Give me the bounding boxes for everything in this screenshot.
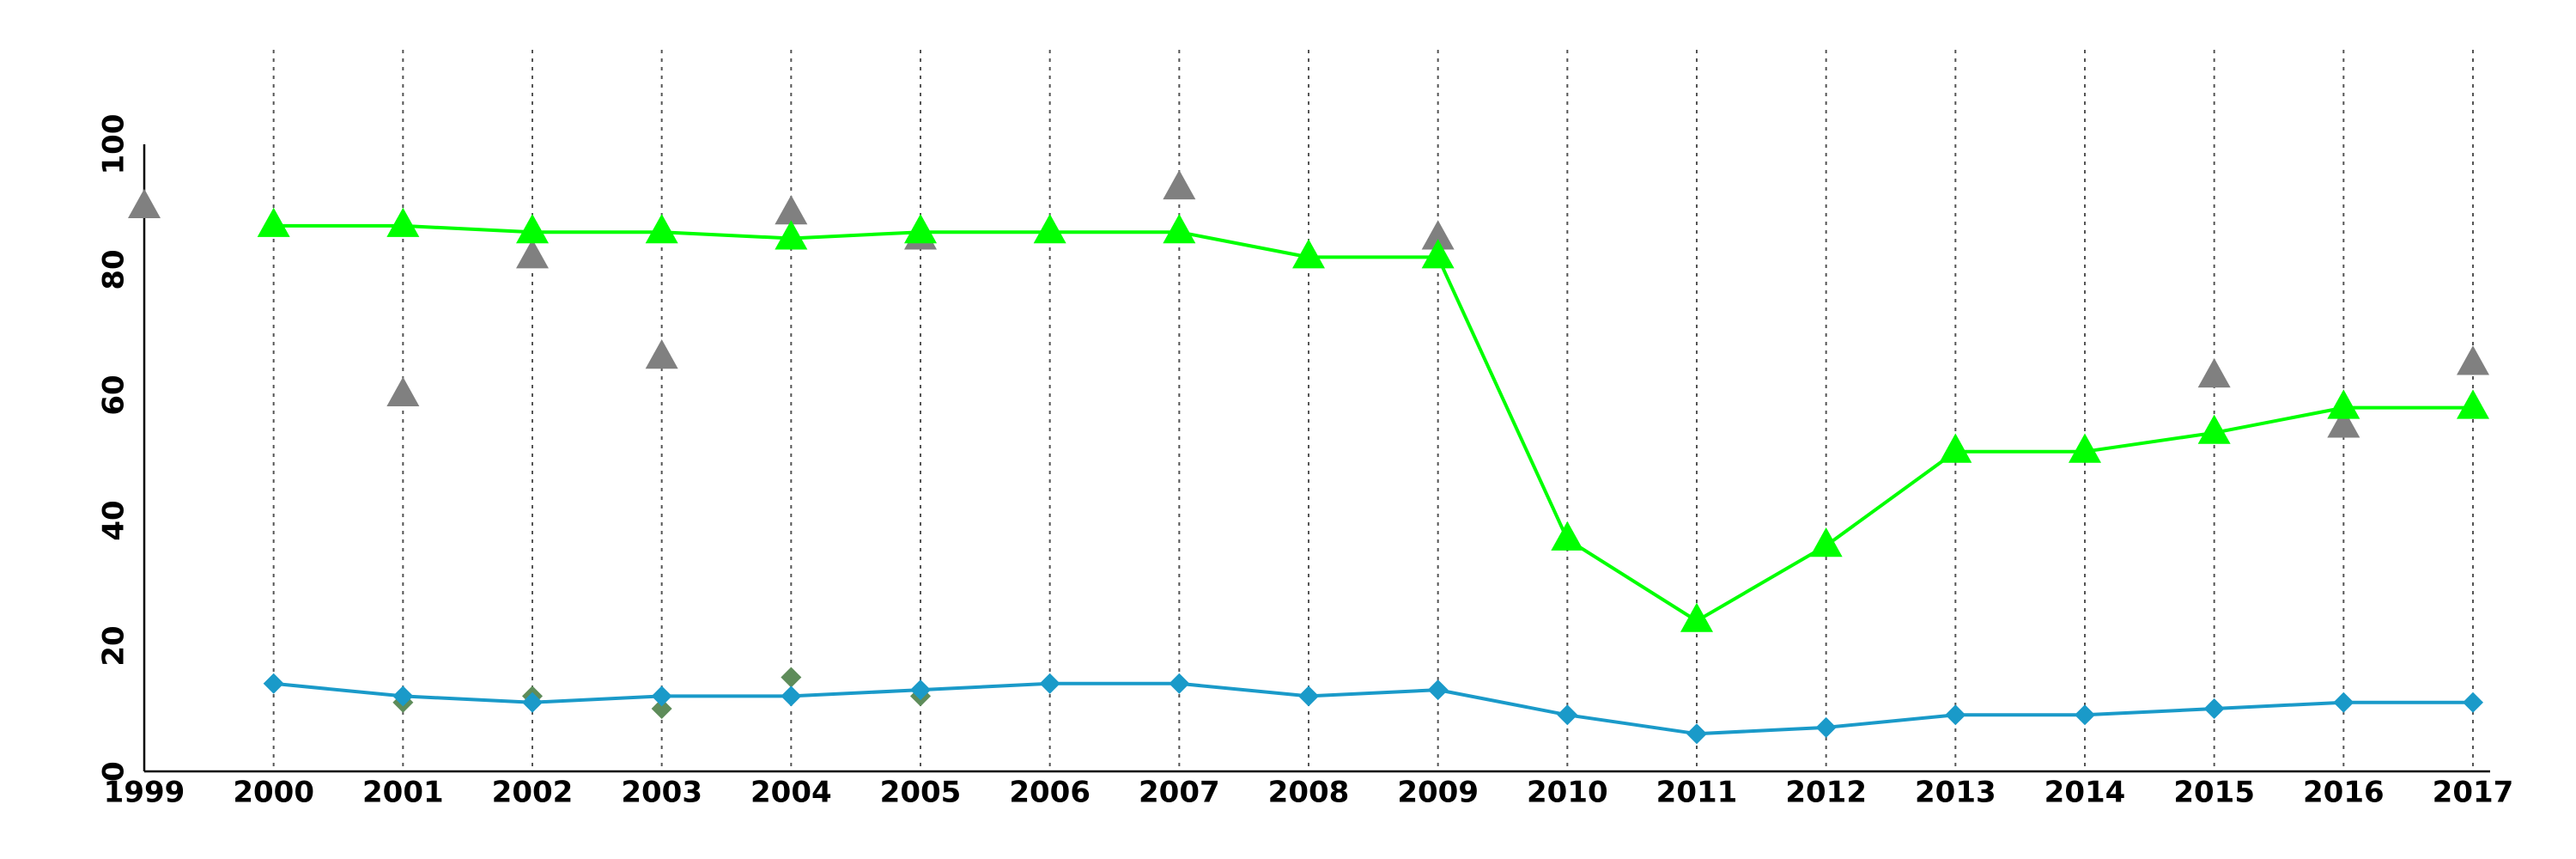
tick-labels: 1999 2000 2001 2002 2003 2004 2005 2006 2007 2008…	[97, 114, 2514, 810]
data-point	[2069, 433, 2101, 463]
scatter-point	[2327, 408, 2360, 438]
x-tick-label: 2017	[2433, 776, 2514, 810]
data-point	[1815, 716, 1837, 738]
y-tick-label: 20	[97, 625, 131, 666]
scatter-point	[516, 239, 549, 269]
data-point	[522, 691, 543, 713]
data-point	[2463, 691, 2483, 713]
data-point	[775, 220, 808, 250]
data-point	[781, 685, 802, 707]
data-point	[1557, 704, 1578, 726]
data-point	[1292, 239, 1325, 269]
x-tick-label: 2008	[1268, 776, 1350, 810]
series-markers	[257, 207, 2489, 745]
data-point	[904, 213, 937, 244]
vertical-gridlines	[272, 50, 2474, 771]
data-point	[1686, 723, 1707, 745]
x-tick-label: 2001	[362, 776, 444, 810]
data-point	[1421, 239, 1455, 269]
data-point	[1169, 673, 1190, 694]
x-tick-label: 2007	[1139, 776, 1220, 810]
x-tick-label: 2015	[2173, 776, 2255, 810]
series-line	[273, 223, 2473, 623]
scatter-point	[386, 376, 420, 406]
data-point	[2075, 704, 2095, 726]
data-point	[645, 213, 678, 244]
y-tick-label: 0	[97, 761, 131, 782]
data-point	[2203, 698, 2225, 719]
scatter-point	[775, 195, 808, 225]
series-line	[273, 681, 2473, 736]
data-point	[651, 685, 672, 707]
data-point	[392, 685, 414, 707]
scatter-point	[2197, 357, 2231, 388]
y-tick-label: 60	[97, 375, 131, 415]
data-point	[1163, 213, 1196, 244]
scatter-point	[645, 338, 678, 369]
y-tick-label: 80	[97, 249, 131, 289]
x-tick-label: 2004	[750, 776, 832, 810]
x-tick-label: 2010	[1527, 776, 1608, 810]
data-point	[1809, 527, 1843, 557]
scatter-point	[1163, 169, 1196, 200]
x-tick-label: 2000	[233, 776, 314, 810]
data-point	[1939, 433, 1972, 463]
scatter-point	[2457, 345, 2489, 375]
data-point	[1427, 679, 1449, 701]
data-point	[1945, 704, 1966, 726]
scatter-point	[1421, 220, 1455, 250]
data-point	[1298, 685, 1319, 707]
scatter-point	[651, 698, 672, 719]
x-tick-label: 2006	[1009, 776, 1091, 810]
data-point	[2327, 389, 2360, 419]
y-tick-label: 40	[97, 500, 131, 540]
x-tick-label: 2014	[2044, 776, 2126, 810]
data-point	[2457, 389, 2489, 419]
x-tick-label: 2002	[492, 776, 574, 810]
x-tick-label: 2009	[1397, 776, 1479, 810]
data-point	[1033, 213, 1066, 244]
series-lines	[273, 223, 2473, 736]
data-point	[257, 207, 290, 237]
axes	[143, 144, 2490, 773]
x-tick-label: 1999	[104, 776, 185, 810]
data-point	[1680, 602, 1713, 632]
data-point	[910, 679, 931, 701]
data-point	[2333, 691, 2354, 713]
scatter-point	[128, 188, 161, 218]
scatter-point	[781, 667, 802, 688]
x-tick-label: 2011	[1656, 776, 1738, 810]
y-tick-label: 100	[97, 114, 131, 175]
data-point	[386, 207, 420, 237]
data-point	[516, 213, 549, 244]
data-point	[263, 673, 284, 694]
x-tick-label: 2003	[621, 776, 702, 810]
data-point	[1551, 521, 1584, 551]
x-tick-label: 2012	[1785, 776, 1867, 810]
x-tick-label: 2005	[880, 776, 962, 810]
x-tick-label: 2013	[1915, 776, 1996, 810]
data-point	[1039, 673, 1060, 694]
x-tick-label: 2016	[2303, 776, 2385, 810]
data-point	[2197, 414, 2231, 444]
